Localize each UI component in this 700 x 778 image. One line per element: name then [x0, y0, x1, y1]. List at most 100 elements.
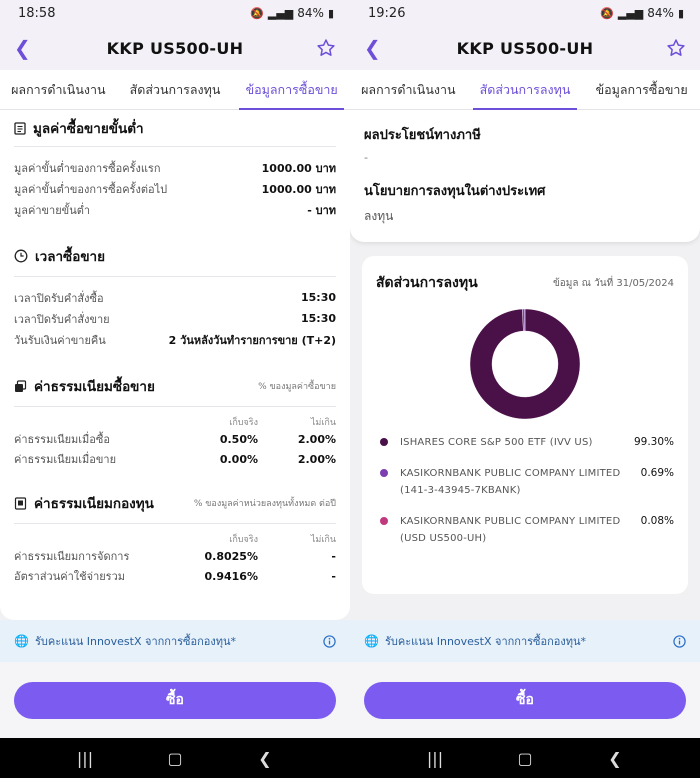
table-row: วันรับเงินค่าขายคืน 2 วันหลังวันทำรายการข… — [14, 333, 336, 347]
info-icon[interactable] — [323, 634, 336, 648]
tax-policy-card: ผลประโยชน์ทางภาษี - นโยบายการลงทุนในต่าง… — [350, 110, 700, 242]
buy-bar: ซื้อ — [350, 662, 700, 738]
receipt-icon — [14, 496, 27, 510]
battery-icon: ▮ — [327, 6, 334, 20]
table-row: อัตราส่วนค่าใช้จ่ายรวม 0.9416% - — [14, 569, 336, 584]
donut-slice — [469, 308, 581, 420]
app-bar: ❮ KKP US500-UH — [350, 26, 700, 70]
buy-button[interactable]: ซื้อ — [364, 681, 686, 719]
trade-time-header: เวลาซื้อขาย — [0, 236, 350, 276]
tab-performance[interactable]: ผลการดำเนินงาน — [11, 81, 106, 97]
allocation-content[interactable]: ผลประโยชน์ทางภาษี - นโยบายการลงทุนในต่าง… — [350, 110, 700, 620]
min-trade-title: มูลค่าซื้อขายขั้นต่ำ — [33, 121, 144, 137]
globe-icon: 🌐 — [364, 634, 379, 648]
divider — [14, 276, 336, 277]
android-nav-bar: ||| ▢ ❮ — [350, 738, 700, 778]
table-row: ค่าธรรมเนียมเมื่อขาย 0.00% 2.00% — [14, 452, 336, 467]
divider — [14, 146, 336, 147]
divider — [14, 406, 336, 407]
back-chevron-icon[interactable]: ❮ — [14, 36, 31, 60]
mute-icon: 🔕 — [250, 6, 264, 20]
fund-fee-title: ค่าธรรมเนียมกองทุน — [34, 496, 154, 512]
status-bar: 19:26 🔕 ▂▄▆ 84% ▮ — [350, 0, 700, 26]
legend-value: 0.69% — [640, 467, 674, 479]
tab-allocation[interactable]: สัดส่วนการลงทุน — [467, 70, 584, 110]
recent-apps-icon[interactable]: ||| — [76, 748, 94, 768]
trade-fee-note: % ของมูลค่าซื้อขาย — [258, 382, 336, 392]
min-trade-rows: มูลค่าขั้นต่ำของการซื้อครั้งแรก 1000.00 บ… — [0, 147, 350, 226]
trade-fee-header: ค่าธรรมเนียมซื้อขาย % ของมูลค่าซื้อขาย — [0, 366, 350, 406]
table-row: เวลาปิดรับคำสั่งขาย 15:30 — [14, 312, 336, 326]
document-icon — [14, 121, 26, 135]
info-icon[interactable] — [673, 634, 686, 648]
battery-level: 84% — [297, 6, 324, 20]
stack-icon — [15, 379, 27, 392]
fund-fee-columns: เก็บจริง ไม่เกิน — [229, 535, 336, 545]
legend-item: KASIKORNBANK PUBLIC COMPANY LIMITED (USD … — [376, 513, 674, 547]
innovestx-banner[interactable]: 🌐 รับคะแนน InnovestX จากการซื้อกองทุน* — [350, 620, 700, 662]
star-icon[interactable] — [312, 38, 336, 58]
recent-apps-icon[interactable]: ||| — [426, 748, 444, 768]
back-nav-icon[interactable]: ❮ — [258, 748, 272, 768]
legend-dot — [380, 469, 388, 477]
trade-time-title: เวลาซื้อขาย — [35, 249, 106, 265]
buy-bar: ซื้อ — [0, 662, 350, 738]
trading-info-content[interactable]: มูลค่าซื้อขายขั้นต่ำ มูลค่าขั้นต่ำของการ… — [0, 110, 350, 620]
fund-fee-header: ค่าธรรมเนียมกองทุน % ของมูลค่าหน่วยลงทุน… — [0, 483, 350, 523]
divider — [14, 523, 336, 524]
app-bar: ❮ KKP US500-UH — [0, 26, 350, 70]
table-row: มูลค่าขั้นต่ำของการซื้อครั้งต่อไป 1000.00… — [14, 182, 336, 196]
signal-icon: ▂▄▆ — [267, 6, 294, 20]
allocation-title: สัดส่วนการลงทุน — [376, 275, 478, 291]
trade-fee-title: ค่าธรรมเนียมซื้อขาย — [34, 379, 155, 395]
battery-level: 84% — [647, 6, 674, 20]
table-row: มูลค่าขายขั้นต่ำ - บาท — [14, 203, 336, 217]
legend-label: KASIKORNBANK PUBLIC COMPANY LIMITED (USD … — [400, 516, 621, 544]
tab-trading-info[interactable]: ข้อมูลการซื้อขาย — [233, 70, 350, 110]
tab-bar: ผลการดำเนินงาน สัดส่วนการลงทุน ข้อมูลการ… — [0, 70, 350, 110]
tab-performance[interactable]: ผลการดำเนินงาน — [361, 81, 456, 97]
status-time: 18:58 — [18, 5, 56, 21]
table-row: มูลค่าขั้นต่ำของการซื้อครั้งแรก 1000.00 บ… — [14, 161, 336, 175]
back-chevron-icon[interactable]: ❮ — [364, 36, 381, 60]
fund-title: KKP US500-UH — [456, 38, 594, 58]
innovestx-banner-text: รับคะแนน InnovestX จากการซื้อกองทุน* — [384, 635, 587, 648]
legend-value: 0.08% — [640, 515, 674, 527]
tab-trading-info[interactable]: ข้อมูลการซื้อขาย — [595, 81, 688, 97]
right-phone: 19:26 🔕 ▂▄▆ 84% ▮ ❮ KKP US500-UH ผลการดำ… — [350, 0, 700, 778]
legend-dot — [380, 517, 388, 525]
allocation-donut-chart — [469, 308, 581, 420]
tax-benefit-label: ผลประโยชน์ทางภาษี — [364, 128, 481, 143]
allocation-legend: ISHARES CORE S&P 500 ETF (IVV US) 99.30% K… — [376, 434, 674, 547]
fund-fee-note: % ของมูลค่าหน่วยลงทุนทั้งหมด ต่อปี — [193, 499, 336, 509]
battery-icon: ▮ — [677, 6, 684, 20]
star-icon[interactable] — [662, 38, 686, 58]
back-nav-icon[interactable]: ❮ — [608, 748, 622, 768]
globe-icon: 🌐 — [14, 634, 29, 648]
legend-item: KASIKORNBANK PUBLIC COMPANY LIMITED (141-… — [376, 465, 674, 499]
legend-item: ISHARES CORE S&P 500 ETF (IVV US) 99.30% — [376, 434, 674, 451]
allocation-date: ข้อมูล ณ วันที่ 31/05/2024 — [552, 277, 674, 289]
left-phone: 18:58 🔕 ▂▄▆ 84% ▮ ❮ KKP US500-UH ผลการดำ… — [0, 0, 350, 778]
home-icon[interactable]: ▢ — [167, 748, 183, 768]
tab-allocation[interactable]: สัดส่วนการลงทุน — [129, 81, 221, 97]
android-nav-bar: ||| ▢ ❮ — [0, 738, 350, 778]
trade-fee-columns: เก็บจริง ไม่เกิน — [229, 418, 336, 428]
mute-icon: 🔕 — [600, 6, 614, 20]
min-trade-header: มูลค่าซื้อขายขั้นต่ำ — [0, 110, 350, 146]
trading-info-card: มูลค่าซื้อขายขั้นต่ำ มูลค่าขั้นต่ำของการ… — [0, 110, 350, 620]
legend-value: 99.30% — [633, 436, 674, 448]
status-time: 19:26 — [368, 5, 406, 21]
table-row: ค่าธรรมเนียมการจัดการ 0.8025% - — [14, 549, 336, 564]
innovestx-banner[interactable]: 🌐 รับคะแนน InnovestX จากการซื้อกองทุน* — [0, 620, 350, 662]
fund-title: KKP US500-UH — [106, 38, 244, 58]
status-bar: 18:58 🔕 ▂▄▆ 84% ▮ — [0, 0, 350, 26]
foreign-policy-value: ลงทุน — [364, 209, 394, 223]
trade-time-rows: เวลาปิดรับคำสั่งซื้อ 15:30 เวลาปิดรับคำสั… — [0, 277, 350, 356]
signal-icon: ▂▄▆ — [617, 6, 644, 20]
legend-label: KASIKORNBANK PUBLIC COMPANY LIMITED (141-… — [400, 468, 621, 496]
legend-label: ISHARES CORE S&P 500 ETF (IVV US) — [400, 437, 593, 448]
home-icon[interactable]: ▢ — [517, 748, 533, 768]
buy-button[interactable]: ซื้อ — [14, 681, 336, 719]
